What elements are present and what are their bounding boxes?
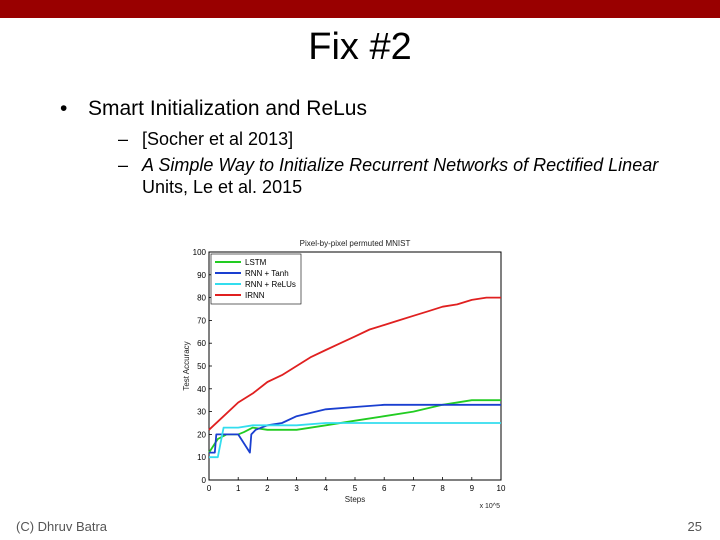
legend-label: RNN + Tanh (245, 269, 289, 278)
bullet-item: • Smart Initialization and ReLus (60, 96, 700, 122)
y-tick-label: 60 (197, 339, 206, 348)
sub-bullet-2-italic: A Simple Way to Initialize Recurrent Net… (142, 155, 659, 175)
x-tick-label: 2 (265, 484, 270, 493)
slide-title: Fix #2 (308, 26, 412, 68)
x-tick-label: 8 (440, 484, 445, 493)
x-tick-label: 3 (294, 484, 299, 493)
x-tick-label: 5 (353, 484, 358, 493)
y-tick-label: 90 (197, 271, 206, 280)
sub-bullets: – [Socher et al 2013] – A Simple Way to … (118, 128, 700, 198)
x-tick-label: 9 (470, 484, 475, 493)
bullet-text: Smart Initialization and ReLus (88, 97, 367, 120)
chart-title: Pixel-by-pixel permuted MNIST (300, 239, 411, 248)
sub-bullet-2: – A Simple Way to Initialize Recurrent N… (118, 154, 700, 198)
y-tick-label: 80 (197, 294, 206, 303)
legend-label: LSTM (245, 258, 267, 267)
y-tick-label: 40 (197, 385, 206, 394)
line-chart: Pixel-by-pixel permuted MNIST Steps Test… (182, 239, 506, 510)
y-tick-label: 100 (193, 248, 207, 257)
legend-label: RNN + ReLUs (245, 280, 296, 289)
series-line-rnn-relus (209, 422, 501, 459)
chart-legend: LSTM RNN + Tanh RNN + ReLUs IRNN (210, 253, 302, 305)
chart-figure: Pixel-by-pixel permuted MNIST Steps Test… (180, 232, 508, 514)
top-accent-bar (0, 0, 720, 18)
bullet-list: • Smart Initialization and ReLus – [Soch… (60, 96, 700, 198)
y-tick-label: 20 (197, 430, 206, 439)
series-lines (208, 296, 501, 459)
footer-author: (C) Dhruv Batra (16, 519, 108, 534)
x-tick-label: 0 (207, 484, 212, 493)
y-tick-label: 30 (197, 408, 206, 417)
x-tick-label: 6 (382, 484, 387, 493)
x-tick-label: 4 (324, 484, 329, 493)
y-tick-label: 50 (197, 362, 206, 371)
sub-bullet-1: – [Socher et al 2013] (118, 128, 700, 150)
sub-bullet-1-text: [Socher et al 2013] (142, 129, 294, 149)
x-tick-label: 10 (497, 484, 506, 493)
x-tick-label: 1 (236, 484, 241, 493)
y-axis-label: Test Accuracy (182, 341, 191, 390)
x-axis-multiplier: x 10^5 (480, 503, 501, 510)
sub-bullet-2-text: A Simple Way to Initialize Recurrent Net… (142, 154, 700, 198)
bullet-dot: • (60, 97, 68, 120)
y-tick-label: 10 (197, 453, 206, 462)
series-line-irnn (208, 296, 501, 431)
y-tick-label: 0 (202, 476, 207, 485)
x-axis-label: Steps (345, 495, 365, 504)
legend-label: IRNN (245, 291, 265, 300)
sub-bullet-2-rest: Units, Le et al. 2015 (142, 177, 303, 197)
x-tick-label: 7 (411, 484, 416, 493)
y-tick-label: 70 (197, 316, 206, 325)
slide-number: 25 (687, 519, 702, 534)
